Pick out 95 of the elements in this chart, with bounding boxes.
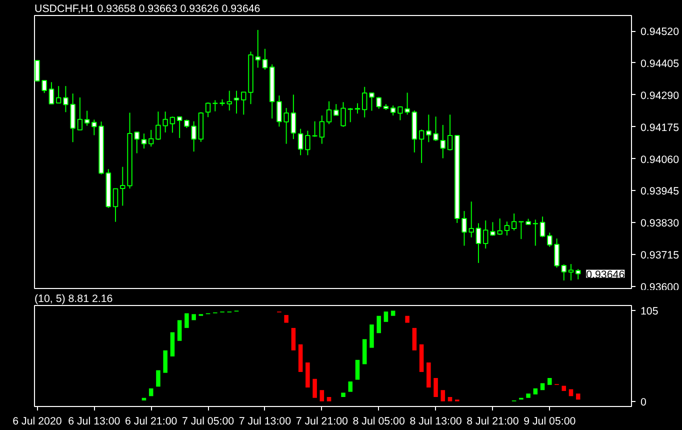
bar <box>384 312 388 322</box>
bar <box>142 398 146 400</box>
candlestick <box>418 129 424 164</box>
bar <box>412 328 417 350</box>
bar <box>348 381 353 392</box>
candlestick <box>205 102 211 118</box>
candlestick <box>112 188 118 222</box>
candlestick <box>176 116 182 138</box>
annotation: 0.93646 <box>586 268 625 281</box>
bar <box>362 339 367 364</box>
y-tick-label: 0.94175 <box>640 122 680 134</box>
x-tick-label: 8 Jul 05:00 <box>352 416 405 428</box>
bar <box>156 370 160 387</box>
candlestick <box>568 264 574 281</box>
x-tick-label: 8 Jul 21:00 <box>466 416 519 428</box>
candlestick <box>70 93 76 143</box>
candlestick <box>48 82 54 104</box>
x-tick-label: 6 Jul 2020 <box>12 416 62 428</box>
bar <box>312 378 317 398</box>
candlestick <box>77 96 83 130</box>
candlestick <box>84 110 90 126</box>
candlestick <box>262 48 268 70</box>
candlestick <box>326 100 332 125</box>
bar <box>376 316 381 334</box>
bar <box>540 383 545 390</box>
candlestick <box>504 221 510 236</box>
bar <box>562 386 566 391</box>
bar <box>355 360 360 380</box>
candlestick <box>390 104 396 116</box>
bar <box>148 388 154 396</box>
candlestick <box>482 220 488 250</box>
bar <box>298 344 303 372</box>
bar <box>320 390 324 402</box>
bar <box>306 362 310 388</box>
x-tick-label: 6 Jul 21:00 <box>125 416 178 428</box>
bar <box>548 378 552 385</box>
x-tick-label: 7 Jul 05:00 <box>182 416 234 428</box>
bar <box>434 378 438 398</box>
candlestick <box>440 124 446 159</box>
x-tick-label: 7 Jul 13:00 <box>238 416 292 428</box>
candlestick <box>532 219 538 246</box>
candlestick <box>141 133 147 150</box>
candlestick <box>234 90 240 114</box>
bar <box>163 350 168 373</box>
candlestick <box>319 114 325 144</box>
candlestick <box>298 128 304 156</box>
candlestick <box>447 114 453 151</box>
x-tick-label: 7 Jul 21:00 <box>296 416 348 428</box>
y-tick-label: 0.93715 <box>640 250 680 262</box>
chart-title: (10, 5) 8.81 2.16 <box>34 293 113 305</box>
bar <box>192 314 196 320</box>
candlestick <box>290 94 296 140</box>
x-tick-label: 9 Jul 05:00 <box>524 416 576 428</box>
chart-title: USDCHF,H1 0.93658 0.93663 0.93626 0.93646 <box>34 3 260 15</box>
y-tick-label: 0.94060 <box>640 154 680 166</box>
candlestick <box>540 216 546 238</box>
y-tick-label: 0 <box>640 396 646 408</box>
bar <box>170 332 175 356</box>
candlestick <box>354 102 360 114</box>
candlestick <box>362 86 368 118</box>
bar <box>405 316 410 323</box>
bar <box>533 388 538 394</box>
y-tick-label: 0.93945 <box>640 186 680 198</box>
candlestick <box>575 268 581 280</box>
y-tick-label: 0.94520 <box>640 26 680 38</box>
y-tick-label: 0.94290 <box>640 90 680 102</box>
bar <box>526 394 530 398</box>
bar <box>390 310 396 316</box>
bar <box>370 324 374 348</box>
bar <box>326 397 332 402</box>
candlestick <box>476 222 482 264</box>
candlestick <box>63 86 68 113</box>
y-tick-label: 0.93830 <box>640 218 680 230</box>
bar <box>184 313 189 328</box>
candlestick <box>561 264 567 281</box>
bar <box>448 397 452 402</box>
x-tick-label: 8 Jul 13:00 <box>410 416 462 428</box>
bar <box>568 389 574 396</box>
bar <box>419 344 424 372</box>
bar <box>440 390 446 402</box>
bar <box>177 320 182 341</box>
candlestick <box>226 90 232 111</box>
bar <box>291 328 296 350</box>
bar <box>284 314 288 323</box>
bar <box>426 362 431 388</box>
candlestick <box>511 213 517 231</box>
candlestick <box>56 86 62 104</box>
y-tick-label: 105 <box>640 306 658 318</box>
candlestick <box>170 116 176 134</box>
candlestick <box>148 129 154 148</box>
bar <box>341 392 346 398</box>
bar <box>576 394 580 400</box>
y-tick-label: 0.94405 <box>640 58 680 70</box>
candlestick <box>369 92 374 112</box>
x-tick-label: 6 Jul 13:00 <box>68 416 120 428</box>
